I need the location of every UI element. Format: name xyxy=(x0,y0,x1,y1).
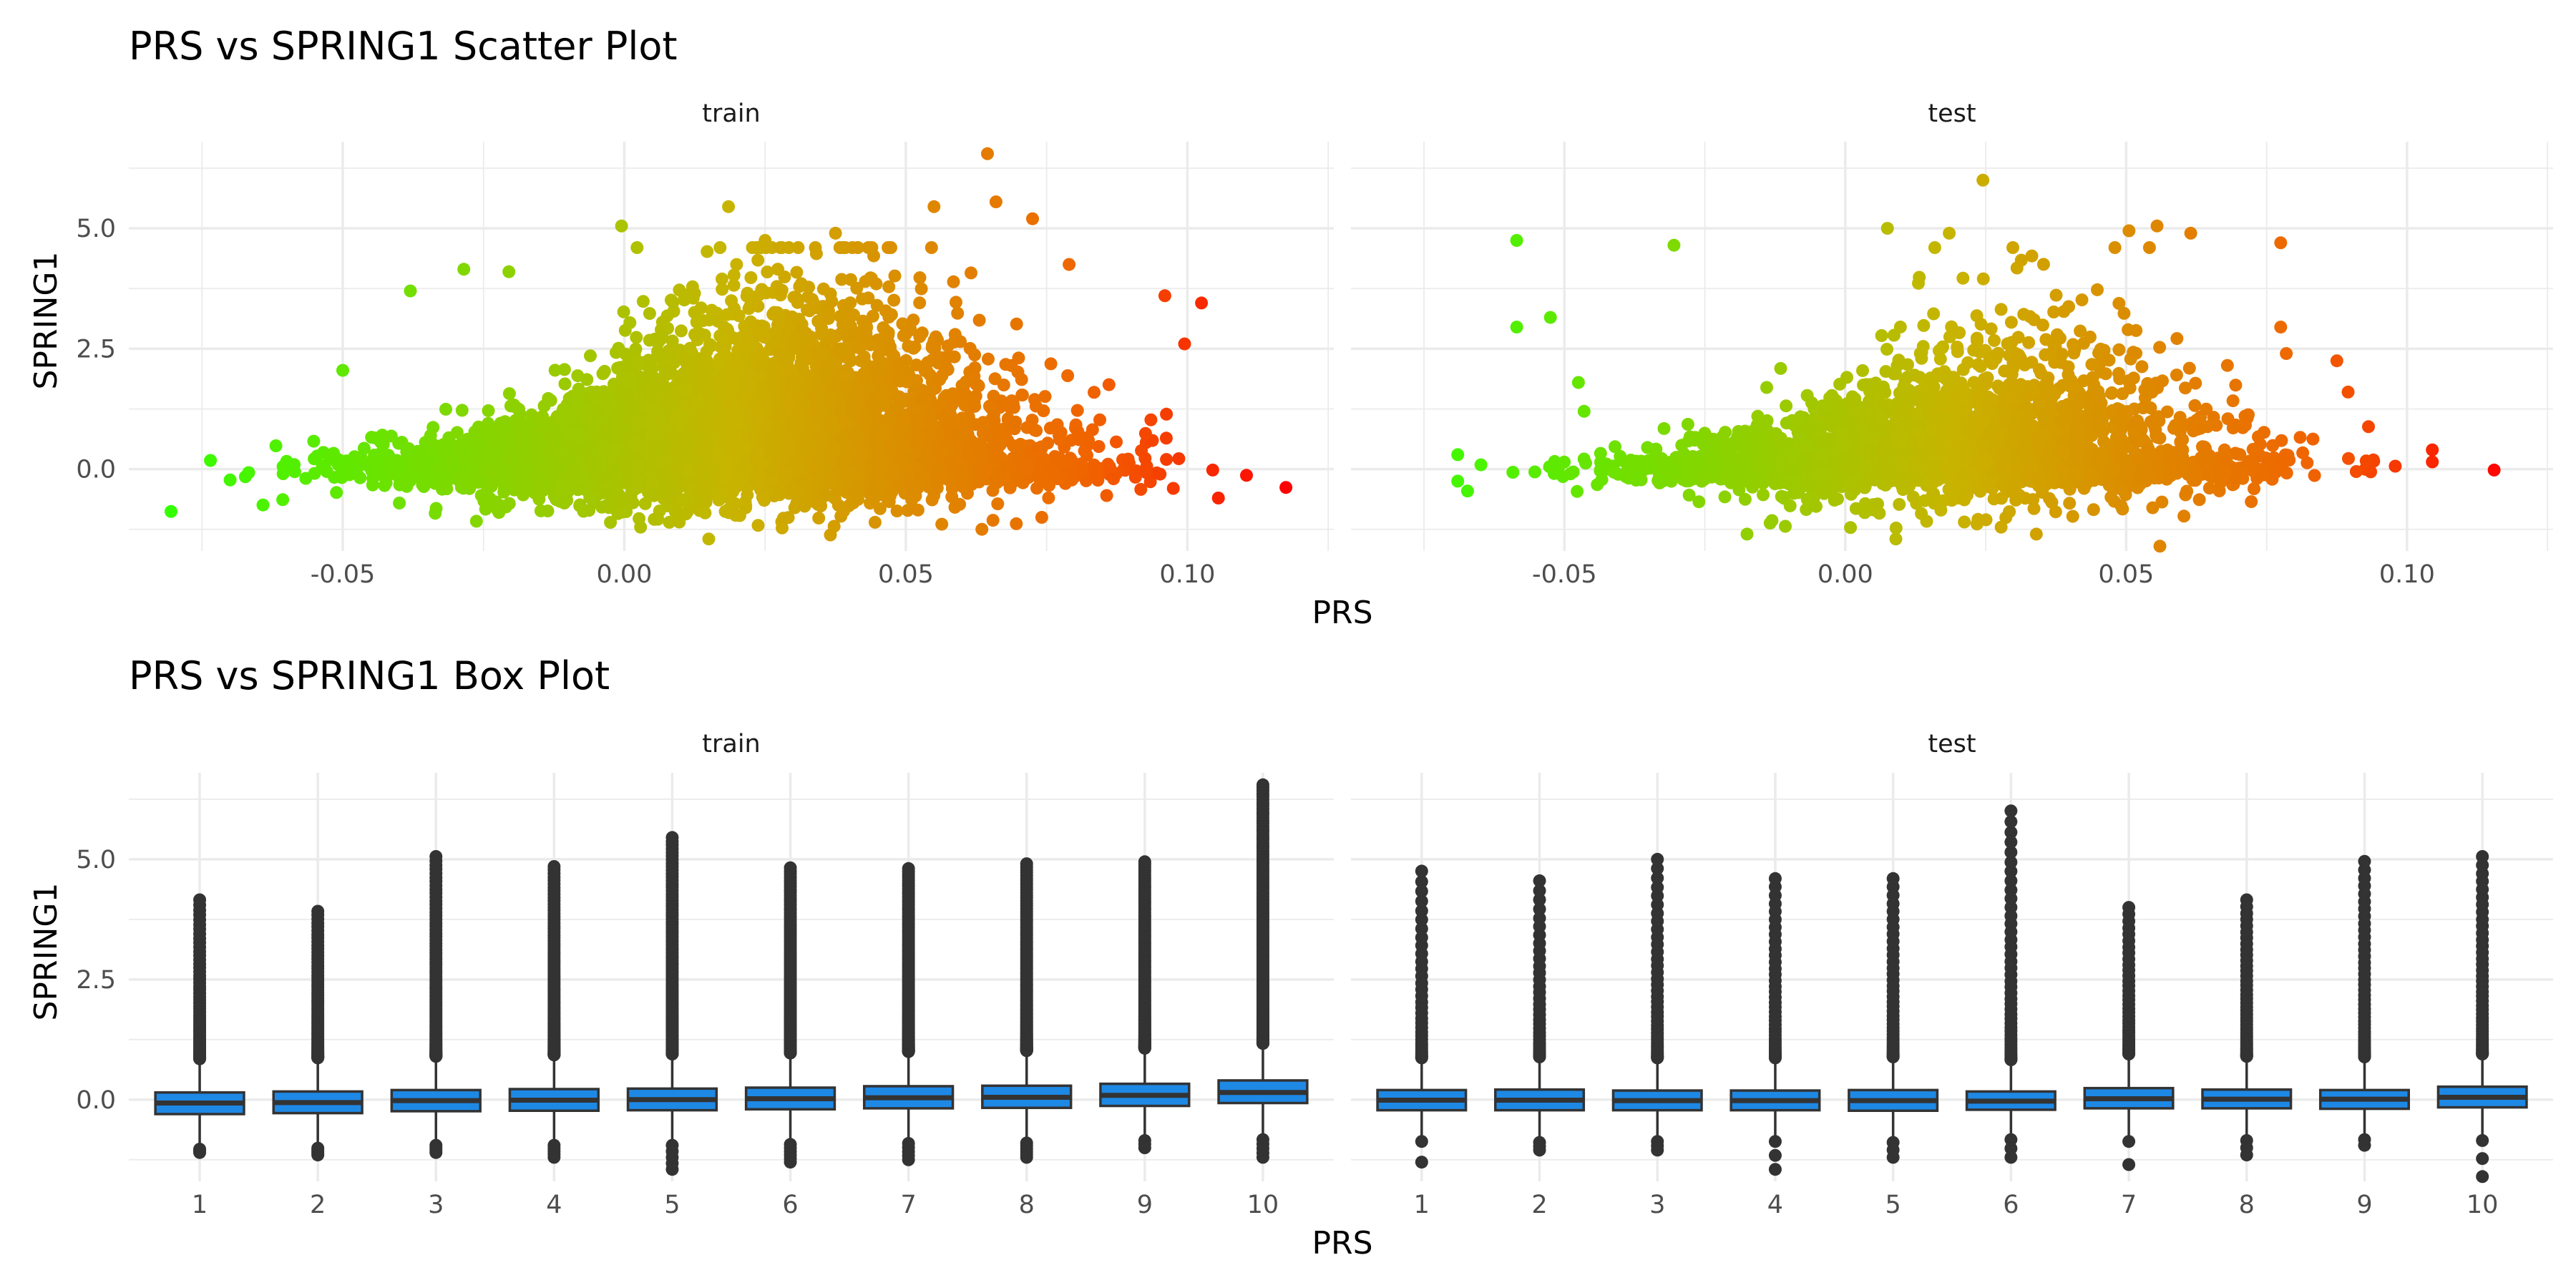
scatter-point xyxy=(1101,489,1113,502)
scatter-point xyxy=(456,404,469,416)
scatter-point xyxy=(812,512,825,525)
scatter-point xyxy=(925,241,938,254)
scatter-point xyxy=(1088,386,1101,399)
scatter-point xyxy=(884,241,897,254)
scatter-point xyxy=(243,467,255,479)
scatter-point xyxy=(791,241,804,254)
scatter-title: PRS vs SPRING1 Scatter Plot xyxy=(129,24,678,69)
scatter-point xyxy=(675,324,688,337)
scatter-point xyxy=(630,331,643,344)
scatter-point xyxy=(856,293,869,306)
scatter-point xyxy=(630,343,643,356)
scatter-point xyxy=(1061,369,1074,382)
scatter-point xyxy=(882,280,895,293)
scatter-point xyxy=(637,295,650,308)
scatter-strip-test: test xyxy=(1928,99,1976,128)
scatter-point xyxy=(744,271,757,284)
scatter-point xyxy=(751,254,764,267)
scatter-point xyxy=(307,435,320,448)
scatter-point xyxy=(503,387,516,400)
scatter-point xyxy=(584,349,597,362)
scatter-point xyxy=(790,266,803,279)
scatter-point xyxy=(1042,492,1055,504)
scatter-point xyxy=(257,499,270,512)
scatter-point xyxy=(276,493,289,506)
scatter-point xyxy=(935,518,948,531)
scatter-point xyxy=(965,266,977,279)
scatter-panel-train xyxy=(129,142,1334,551)
scatter-point xyxy=(393,497,406,509)
scatter-point xyxy=(1160,453,1173,466)
scatter-point xyxy=(987,484,1000,497)
scatter-point xyxy=(887,294,900,307)
scatter-point xyxy=(1045,357,1058,370)
scatter-point xyxy=(439,403,452,416)
scatter-point xyxy=(559,378,572,391)
scatter-point xyxy=(991,497,1004,510)
scatter-point xyxy=(809,241,822,254)
scatter-point xyxy=(716,273,728,286)
scatter-strip-train: train xyxy=(702,99,760,128)
scatter-point xyxy=(1172,452,1185,465)
scatter-point xyxy=(470,514,483,527)
scatter-point xyxy=(426,421,439,434)
scatter-point xyxy=(224,474,237,487)
scatter-point xyxy=(1010,318,1023,331)
scatter-point xyxy=(630,241,643,254)
scatter-point xyxy=(648,513,660,526)
